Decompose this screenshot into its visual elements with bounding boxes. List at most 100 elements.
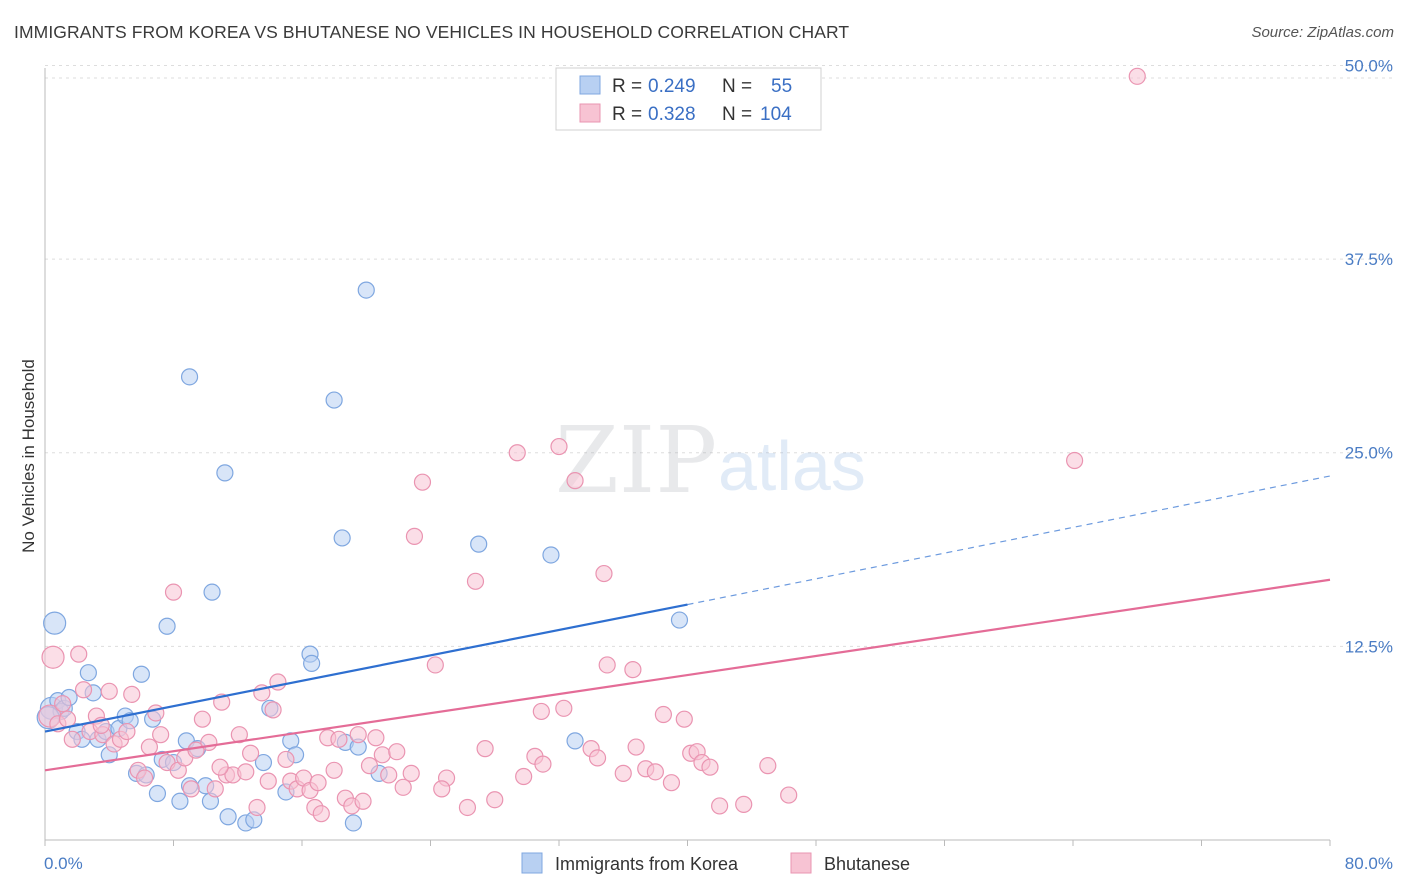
bhutan-point <box>654 705 673 724</box>
korea-point <box>148 784 167 803</box>
y-tick-labels: 12.5% 25.0% 37.5% 50.0% <box>1345 56 1393 656</box>
korea-point <box>132 665 150 683</box>
bhutan-point <box>1066 451 1084 470</box>
korea-point <box>171 792 189 810</box>
bhutan-point <box>325 761 343 779</box>
bhutan-point <box>426 656 444 674</box>
bhutan-point <box>759 757 777 775</box>
x-tick-label-min: 0.0% <box>44 854 83 873</box>
bottom-swatch-bhutan <box>790 852 812 874</box>
watermark: ZIP atlas <box>555 407 866 514</box>
korea-point <box>303 654 321 673</box>
korea-point <box>180 368 199 386</box>
bhutan-point <box>566 472 584 490</box>
y-tick-label: 25.0% <box>1345 444 1393 463</box>
bhutan-point <box>312 805 330 823</box>
bhutan-point <box>598 656 616 674</box>
legend-r-value-bhutan: 0.328 <box>648 104 696 125</box>
legend-swatch-korea <box>579 75 601 95</box>
bhutan-point <box>164 583 183 601</box>
bhutan-point <box>200 733 218 752</box>
legend-n-label-korea: N = <box>722 76 752 97</box>
trend-lines <box>44 475 1331 772</box>
korea-point <box>344 814 362 832</box>
bhutan-point <box>242 744 260 762</box>
bhutan-point <box>466 572 485 590</box>
bhutan-point <box>508 444 526 462</box>
bhutan-point <box>555 699 573 717</box>
bhutan-point <box>550 437 568 456</box>
bhutan-point <box>100 682 118 700</box>
bhutan-point <box>394 778 412 796</box>
korea-point <box>203 583 221 601</box>
bhutan-point <box>63 730 81 748</box>
bhutan-point <box>330 730 348 748</box>
stats-legend: R = 0.249 N = 55 R = 0.328 N = 104 <box>555 67 822 131</box>
bhutan-point <box>402 764 420 782</box>
bhutan-point <box>388 743 406 761</box>
bhutan-point <box>248 798 266 817</box>
bhutan-point <box>405 527 424 545</box>
bhutan-point <box>624 661 642 679</box>
bhutan-point <box>646 763 664 781</box>
bhutan-point <box>380 766 398 784</box>
bhutan-point <box>532 702 550 721</box>
bhutan-points <box>38 67 1146 823</box>
bottom-swatch-korea <box>521 852 543 874</box>
bhutan-point <box>259 772 277 790</box>
bhutan-point <box>373 746 391 764</box>
bhutan-point <box>152 726 170 744</box>
bhutan-point <box>701 758 719 776</box>
bhutan-point <box>476 740 494 758</box>
bhutan-point <box>1128 67 1146 85</box>
source-label: Source: ZipAtlas.com <box>1251 24 1394 41</box>
y-tick-label: 37.5% <box>1345 250 1393 269</box>
bhutan-point <box>237 763 255 781</box>
watermark-atlas: atlas <box>718 427 866 505</box>
watermark-zip: ZIP <box>555 407 717 514</box>
bhutan-point <box>515 767 533 786</box>
korea-trend-line <box>44 603 688 733</box>
bhutan-point <box>354 792 372 810</box>
series-legend: Immigrants from Korea Bhutanese <box>521 852 910 874</box>
bhutan-point <box>458 798 477 817</box>
korea-point <box>158 617 176 635</box>
bhutan-point <box>433 780 451 798</box>
bhutan-point <box>309 774 327 792</box>
bhutan-point <box>54 695 72 713</box>
bhutan-point <box>534 755 552 773</box>
bhutan-point <box>230 726 248 744</box>
bhutan-point <box>595 564 613 583</box>
bottom-legend-korea: Immigrants from Korea <box>555 854 739 874</box>
bhutan-point <box>206 780 224 798</box>
bhutan-point <box>675 710 693 728</box>
korea-point <box>216 464 234 482</box>
legend-n-value-korea: 55 <box>771 76 792 97</box>
bhutan-point <box>41 645 65 669</box>
bhutan-point <box>135 769 154 787</box>
bhutan-point <box>264 701 282 719</box>
bhutan-point <box>614 764 632 782</box>
y-axis-label: No Vehicles in Household <box>19 359 38 553</box>
bhutan-point <box>58 710 77 728</box>
korea-point <box>219 808 237 826</box>
bottom-legend-bhutan: Bhutanese <box>824 854 910 874</box>
bhutan-point <box>123 685 141 703</box>
chart-title: IMMIGRANTS FROM KOREA VS BHUTANESE NO VE… <box>14 22 850 42</box>
korea-point <box>670 611 689 629</box>
bhutan-point <box>588 749 607 767</box>
bhutan-point <box>74 681 93 699</box>
bhutan-point <box>735 795 753 813</box>
bhutan-point <box>780 786 798 804</box>
y-tick-label: 50.0% <box>1345 56 1393 75</box>
bhutan-point <box>486 791 504 809</box>
legend-r-value-korea: 0.249 <box>648 76 696 97</box>
legend-n-value-bhutan: 104 <box>760 104 792 125</box>
bhutan-point <box>70 645 88 663</box>
bhutan-point <box>349 726 367 744</box>
korea-point <box>470 535 488 553</box>
bhutan-point <box>711 797 729 815</box>
y-tick-label: 12.5% <box>1345 637 1393 656</box>
bhutan-point <box>193 710 212 728</box>
